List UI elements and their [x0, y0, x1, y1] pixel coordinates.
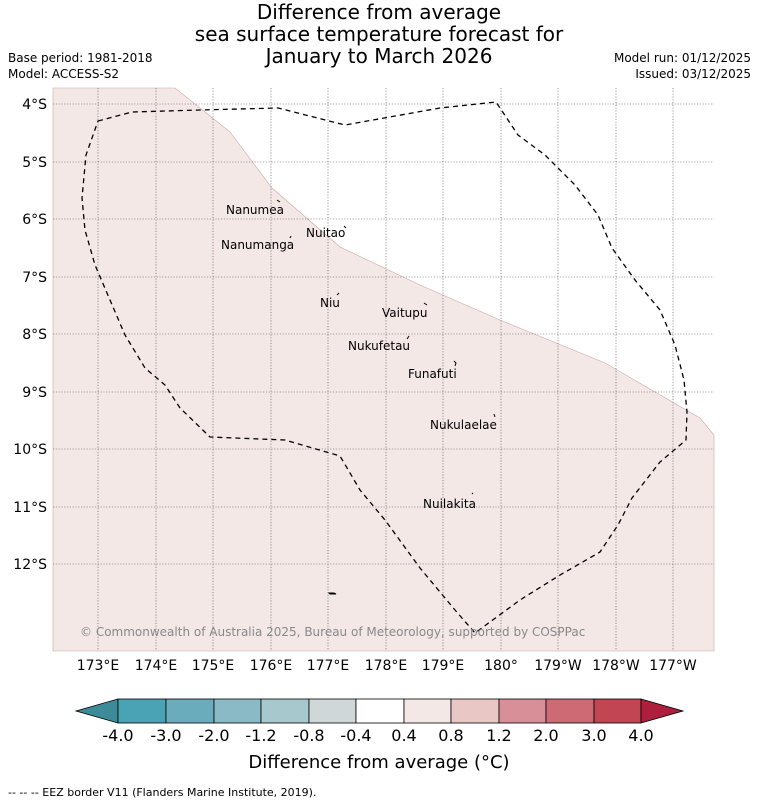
- colorbar-swatch-0: [117, 698, 167, 724]
- island-nuilakita: [471, 492, 474, 495]
- colorbar-label: Difference from average (°C): [248, 752, 510, 773]
- colorbar-tick-1: -3.0: [150, 726, 181, 745]
- lon-label-177e: 177°E: [307, 658, 350, 674]
- colorbar-low-extend: [74, 698, 119, 724]
- anomaly-region: [52, 87, 715, 652]
- base-period: Base period: 1981-2018: [8, 51, 153, 65]
- place-nukulaelae: Nukulaelae: [430, 418, 497, 432]
- place-nukufetau: Nukufetau: [348, 339, 410, 353]
- latitude-gridlines: [53, 103, 714, 565]
- lon-label-176e: 176°E: [250, 658, 293, 674]
- place-funafuti: Funafuti: [408, 367, 457, 381]
- island-nanumea: [276, 199, 281, 203]
- colorbar-tick-5: -0.4: [340, 726, 371, 745]
- colorbar-tick-4: -0.8: [293, 726, 324, 745]
- lon-label-179w: 179°W: [534, 658, 582, 674]
- colorbar-swatch-5: [355, 698, 405, 724]
- title-line-1: Difference from average: [256, 0, 502, 24]
- island-nanumanga: [289, 235, 292, 239]
- colorbar-swatch-3: [260, 698, 310, 724]
- island-marks: [276, 199, 496, 595]
- lat-label-4s: 4°S: [22, 97, 47, 113]
- colorbar-tick-11: 4.0: [628, 726, 653, 745]
- title-line-3: January to March 2026: [265, 44, 493, 68]
- colorbar-swatch-9: [545, 698, 595, 724]
- colorbar-high-extend: [640, 698, 685, 724]
- colorbar-tick-10: 3.0: [581, 726, 606, 745]
- place-nanumea: Nanumea: [226, 203, 284, 217]
- place-nanumanga: Nanumanga: [221, 238, 294, 252]
- title-line-2: sea surface temperature forecast for: [194, 22, 564, 46]
- lat-label-6s: 6°S: [22, 212, 47, 228]
- colorbar-swatch-10: [593, 698, 642, 724]
- place-nuitao: Nuitao: [306, 226, 345, 240]
- island-niu: [336, 292, 340, 296]
- lon-label-179e: 179°E: [422, 658, 465, 674]
- lat-label-10s: 10°S: [13, 442, 47, 458]
- colorbar-tick-0: -4.0: [102, 726, 133, 745]
- island-nukufetau: [406, 335, 410, 340]
- issued-date: Issued: 03/12/2025: [635, 67, 751, 81]
- colorbar-tick-3: -1.2: [245, 726, 276, 745]
- island-funafuti: [453, 360, 457, 367]
- colorbar: [74, 698, 685, 724]
- lon-label-174e: 174°E: [135, 658, 178, 674]
- lat-label-11s: 11°S: [13, 500, 47, 516]
- eez-border: [81, 101, 688, 634]
- colorbar-swatch-1: [165, 698, 215, 724]
- place-nuilakita: Nuilakita: [423, 497, 476, 511]
- lat-label-5s: 5°S: [22, 155, 47, 171]
- lon-label-180: 180°: [484, 658, 518, 674]
- colorbar-tick-7: 0.8: [438, 726, 463, 745]
- colorbar-swatch-4: [308, 698, 357, 724]
- model-name: Model: ACCESS-S2: [8, 67, 120, 81]
- island-vaitupu: [423, 302, 428, 306]
- lon-label-173e: 173°E: [77, 658, 120, 674]
- colorbar-tick-9: 2.0: [533, 726, 558, 745]
- colorbar-tick-6: 0.4: [391, 726, 416, 745]
- colorbar-swatch-7: [450, 698, 500, 724]
- model-run: Model run: 01/12/2025: [613, 51, 751, 65]
- island-nukulaelae: [493, 413, 496, 418]
- lon-label-178w: 178°W: [592, 658, 640, 674]
- lat-label-7s: 7°S: [22, 270, 47, 286]
- lat-label-12s: 12°S: [13, 557, 47, 573]
- colorbar-swatch-6: [403, 698, 452, 724]
- colorbar-tick-2: -2.0: [198, 726, 229, 745]
- reef-mark: [327, 592, 337, 595]
- island-nuitao: [343, 225, 347, 229]
- colorbar-swatch-8: [498, 698, 547, 724]
- eez-source-note: -- -- -- EEZ border V11 (Flanders Marine…: [8, 786, 317, 799]
- lat-label-9s: 9°S: [22, 385, 47, 401]
- place-niu: Niu: [320, 296, 340, 310]
- lat-label-8s: 8°S: [22, 327, 47, 343]
- place-vaitupu: Vaitupu: [382, 306, 428, 320]
- colorbar-swatch-2: [213, 698, 262, 724]
- lon-label-175e: 175°E: [192, 658, 235, 674]
- lon-label-178e: 178°E: [365, 658, 408, 674]
- lon-label-177w: 177°W: [649, 658, 697, 674]
- copyright-notice: © Commonwealth of Australia 2025, Bureau…: [80, 625, 585, 639]
- colorbar-tick-8: 1.2: [486, 726, 511, 745]
